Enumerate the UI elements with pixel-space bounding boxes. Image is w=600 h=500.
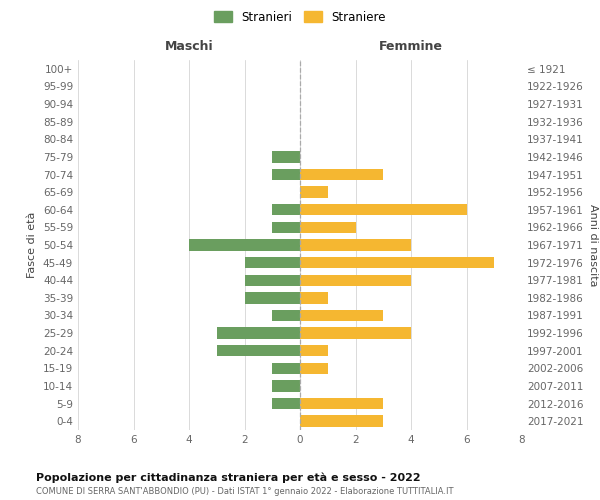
Text: Maschi: Maschi [164,40,214,52]
Bar [300,310,383,321]
Bar [300,345,328,356]
Bar [245,292,300,304]
Bar [272,380,300,392]
Bar [272,398,300,409]
Legend: Stranieri, Straniere: Stranieri, Straniere [209,6,391,28]
Text: Femmine: Femmine [379,40,443,52]
Bar [217,328,300,339]
Bar [272,222,300,233]
Bar [300,416,383,427]
Bar [300,362,328,374]
Bar [300,257,494,268]
Bar [245,274,300,286]
Bar [272,204,300,216]
Bar [300,169,383,180]
Bar [300,292,328,304]
Y-axis label: Fasce di età: Fasce di età [28,212,37,278]
Bar [300,240,411,250]
Y-axis label: Anni di nascita: Anni di nascita [587,204,598,286]
Bar [300,204,467,216]
Bar [217,345,300,356]
Text: COMUNE DI SERRA SANT'ABBONDIO (PU) - Dati ISTAT 1° gennaio 2022 - Elaborazione T: COMUNE DI SERRA SANT'ABBONDIO (PU) - Dat… [36,488,454,496]
Bar [300,328,411,339]
Bar [300,398,383,409]
Bar [245,257,300,268]
Bar [300,222,355,233]
Bar [189,240,300,250]
Bar [272,169,300,180]
Bar [272,310,300,321]
Bar [300,186,328,198]
Bar [272,151,300,162]
Bar [300,274,411,286]
Text: Popolazione per cittadinanza straniera per età e sesso - 2022: Popolazione per cittadinanza straniera p… [36,472,421,483]
Bar [272,362,300,374]
